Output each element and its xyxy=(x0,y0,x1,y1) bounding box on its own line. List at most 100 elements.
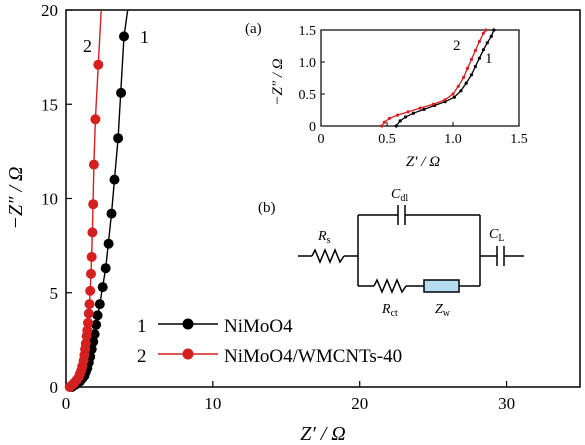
main-x-tick-label: 0 xyxy=(62,394,71,413)
series-2-point xyxy=(86,251,97,262)
series-2-point xyxy=(93,59,104,70)
series-1-point xyxy=(91,319,102,330)
inset-series-2-point xyxy=(484,28,488,32)
series-2-point xyxy=(82,325,93,336)
main-y-tick-label: 10 xyxy=(41,190,58,209)
inset-series-1-point xyxy=(489,34,493,39)
inset-x-axis-title: Z′ / Ω xyxy=(406,154,440,170)
label-rs: Rs xyxy=(317,229,331,246)
inset-series-2-point xyxy=(465,66,470,70)
legend: 1 NiMoO4 2 NiMoO4/WMCNTs-40 xyxy=(137,316,402,367)
main-y-tick-label: 15 xyxy=(41,95,58,114)
equivalent-circuit: (b) xyxy=(258,200,524,294)
inset-y-tick-label: 0.5 xyxy=(299,88,317,103)
series-2-point xyxy=(86,268,96,279)
inset-series-1-point xyxy=(459,89,463,93)
main-y-tick-label: 20 xyxy=(41,1,58,20)
warburg-element xyxy=(423,279,460,293)
inset-x-tick-label: 1.0 xyxy=(444,132,462,147)
series-2-point xyxy=(88,199,99,210)
inset-series-2-point xyxy=(443,98,447,102)
inset-series-1-point xyxy=(398,119,402,123)
main-y-tick-label: 5 xyxy=(50,284,59,303)
resistor-rs xyxy=(311,248,345,264)
series-1-point xyxy=(113,133,124,144)
inset-series-2-point xyxy=(456,84,460,88)
series-2-point xyxy=(83,308,94,319)
inset-series-1-point xyxy=(473,64,477,69)
inset-series-2-point xyxy=(481,31,485,35)
inset-series-2-point xyxy=(406,110,410,114)
legend-number-1: 1 xyxy=(137,316,147,337)
main-x-tick-label: 10 xyxy=(204,394,221,413)
inset-series-2-point xyxy=(431,102,435,106)
main-series-points xyxy=(64,31,129,392)
inset-series-2-point xyxy=(418,106,422,110)
series-2-point xyxy=(83,317,93,328)
inset-series-2-point xyxy=(380,124,384,128)
inset-series-2-point xyxy=(382,120,386,124)
curve-1-number: 1 xyxy=(140,27,149,47)
series-1-point xyxy=(94,299,105,310)
inset-y-tick-label: 0 xyxy=(309,120,316,135)
inset-series-1-point xyxy=(394,124,398,128)
main-x-tick-label: 20 xyxy=(351,394,368,413)
inset-x-tick-label: 1.5 xyxy=(510,132,528,147)
legend-marker-1 xyxy=(182,318,194,330)
inset-series-2-point xyxy=(469,57,474,62)
inset-series-2-point xyxy=(473,48,477,53)
inset-y-tick-label: 1.0 xyxy=(299,56,317,71)
inset-series-1-point xyxy=(464,81,468,85)
resistor-rct xyxy=(373,278,407,294)
series-2-point xyxy=(80,338,91,349)
legend-label-2: NiMoO4/WMCNTs-40 xyxy=(224,346,402,367)
series-1-point xyxy=(116,87,127,98)
main-x-axis-title: Z′ / Ω xyxy=(300,423,346,445)
main-x-tick-label: 30 xyxy=(498,394,515,413)
inset-x-tick-label: 0 xyxy=(318,132,325,147)
series-2-point xyxy=(88,159,99,170)
inset-series-1-point xyxy=(469,73,474,77)
series-1-point xyxy=(109,174,120,185)
curve-2-number: 2 xyxy=(83,36,92,56)
inset-series-1-point xyxy=(422,107,426,111)
inset-curve-2-number: 2 xyxy=(453,38,461,54)
label-cl: CL xyxy=(489,227,504,244)
inset-series-2-point xyxy=(388,116,392,120)
inset-a: 0 0.5 1.0 1.5 0 0.5 1.0 1.5 (a) 2 1 Z′ / Ω −Z″ … xyxy=(245,21,528,170)
series-1-point xyxy=(92,310,103,321)
legend-label-1: NiMoO4 xyxy=(224,316,293,337)
inset-series-1-point xyxy=(492,28,496,32)
inset-series-curves xyxy=(380,28,496,128)
inset-panel-label: (a) xyxy=(245,21,262,37)
inset-y-axis-title: −Z″ / Ω xyxy=(270,58,286,105)
inset-series-2-point xyxy=(462,75,466,79)
inset-x-tick-label: 0.5 xyxy=(378,132,396,147)
series-1-point xyxy=(106,208,117,219)
inset-axis-ticks: 0 0.5 1.0 1.5 0 0.5 1.0 1.5 xyxy=(299,24,528,147)
inset-y-tick-label: 1.5 xyxy=(299,24,317,39)
legend-marker-2 xyxy=(182,348,194,360)
inset-curve-1-number: 1 xyxy=(485,51,493,67)
inset-series-1-point xyxy=(452,95,456,99)
inset-plot-frame xyxy=(320,29,520,127)
label-cdl: Cdl xyxy=(391,187,408,204)
series-1-point xyxy=(103,238,114,249)
inset-series-1-point xyxy=(485,41,489,45)
inset-series-2-point xyxy=(396,113,400,117)
series-1-point xyxy=(97,282,108,293)
series-1-point xyxy=(100,263,111,274)
inset-series-1-point xyxy=(477,56,481,60)
inset-series-1-point xyxy=(403,115,408,119)
series-2-point xyxy=(87,227,98,238)
series-2-point xyxy=(90,114,101,125)
inset-series-1-point xyxy=(481,48,485,52)
series-1-point xyxy=(119,31,129,42)
inset-series-2-point xyxy=(451,92,455,96)
inset-series-1-point xyxy=(411,111,415,115)
main-y-tick-label: 0 xyxy=(50,378,59,397)
label-zw: Zw xyxy=(435,302,451,319)
legend-number-2: 2 xyxy=(137,346,147,367)
